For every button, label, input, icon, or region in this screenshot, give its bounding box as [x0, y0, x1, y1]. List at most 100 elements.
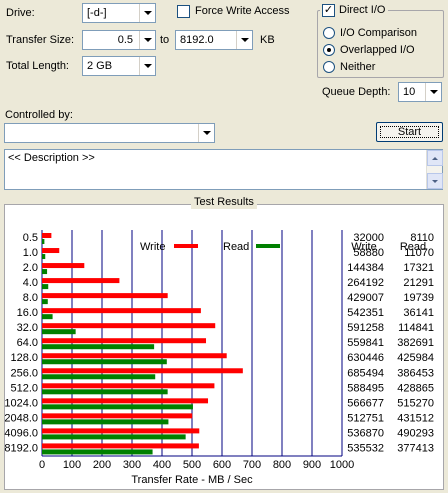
transfer-size-label: Transfer Size:: [6, 34, 75, 46]
chevron-down-icon[interactable]: [425, 83, 441, 101]
read-bar: [42, 404, 193, 410]
read-value: 11070: [404, 247, 434, 259]
write-value: 429007: [347, 292, 384, 304]
read-bar: [42, 389, 168, 395]
read-bar: [42, 329, 76, 335]
write-value: 512751: [347, 412, 384, 424]
legend-write-label: Write: [140, 241, 165, 253]
description-text: << Description >>: [8, 152, 95, 164]
read-value: 36141: [403, 307, 434, 319]
x-tick-label: 500: [183, 459, 201, 471]
direct-io-legend: [320, 2, 388, 18]
io-comparison-radio[interactable]: [323, 27, 335, 39]
total-length-label: Total Length:: [6, 60, 69, 72]
transfer-size-to-select[interactable]: 8192.0: [175, 30, 253, 50]
results-chart: 0.5 1.0 2.0 4.0 8.0 16.0 32.0 64.0 128.0 256.0 512…: [4, 230, 434, 486]
col-read-header: Read: [400, 241, 426, 253]
category-label: 128.0: [10, 352, 38, 364]
write-value: 559841: [347, 337, 384, 349]
start-button[interactable]: Start: [376, 122, 443, 142]
write-bar: [42, 323, 216, 329]
category-label: 1024.0: [4, 397, 38, 409]
read-bar: [42, 359, 167, 365]
drive-select[interactable]: [-d-]: [82, 3, 156, 23]
read-value: 382691: [397, 337, 434, 349]
write-value: 588495: [347, 382, 384, 394]
write-bar: [42, 353, 227, 359]
read-bar: [42, 284, 49, 290]
read-bar: [42, 254, 46, 260]
read-value: 490293: [397, 427, 434, 439]
category-label: 8192.0: [4, 442, 38, 454]
focus-ring: [380, 126, 439, 138]
write-value: 264192: [347, 277, 384, 289]
neither-radio[interactable]: [323, 61, 335, 73]
read-value: 17321: [403, 262, 434, 274]
direct-io-label[interactable]: Direct I/O: [339, 4, 386, 16]
scroll-down-icon[interactable]: [427, 173, 443, 189]
value-columns: 32000 8110 58880 11070 144384 17321 264192 2129…: [347, 232, 434, 454]
write-bar: [42, 398, 209, 404]
read-bar: [42, 269, 48, 275]
drive-label: Drive:: [6, 7, 35, 19]
legend-read-swatch: [256, 244, 280, 248]
category-label: 512.0: [10, 382, 38, 394]
read-bar: [42, 239, 45, 244]
description-scrollbar[interactable]: [426, 150, 443, 189]
category-label: 32.0: [17, 322, 38, 334]
overlapped-io-radio[interactable]: [323, 44, 335, 56]
read-bar: [42, 374, 156, 380]
start-button-label: Start: [397, 126, 422, 138]
description-textarea[interactable]: << Description >>: [4, 149, 443, 190]
x-tick-label: 0: [39, 459, 45, 471]
x-tick-label: 300: [123, 459, 141, 471]
write-value: 542351: [347, 307, 384, 319]
chevron-down-icon[interactable]: [198, 124, 214, 142]
category-label: 256.0: [10, 367, 38, 379]
controlled-by-select[interactable]: [4, 123, 215, 143]
queue-depth-label: Queue Depth:: [322, 86, 391, 98]
category-label: 8.0: [23, 292, 38, 304]
read-bar: [42, 344, 155, 350]
results-title: Test Results: [191, 196, 257, 209]
write-bar: [42, 248, 60, 254]
read-bar: [42, 299, 48, 305]
read-bar: [42, 419, 169, 425]
force-write-checkbox[interactable]: [177, 5, 190, 18]
write-value: 630446: [347, 352, 384, 364]
write-bar: [42, 233, 52, 238]
write-value: 144384: [347, 262, 384, 274]
controlled-by-label: Controlled by:: [5, 109, 73, 121]
unit-label: KB: [260, 34, 275, 46]
total-length-select[interactable]: 2 GB: [82, 56, 156, 76]
category-labels: 0.5 1.0 2.0 4.0 8.0 16.0 32.0 64.0 128.0 256.0 512…: [4, 232, 38, 454]
x-tick-label: 800: [273, 459, 291, 471]
transfer-size-from-select[interactable]: 0.5: [82, 30, 156, 50]
write-bar: [42, 338, 207, 344]
read-value: 377413: [397, 442, 434, 454]
read-value: 428865: [397, 382, 434, 394]
read-value: 386453: [397, 367, 434, 379]
neither-label[interactable]: Neither: [340, 61, 376, 73]
chevron-down-icon[interactable]: [139, 31, 155, 49]
io-comparison-label[interactable]: I/O Comparison: [340, 27, 418, 39]
x-tick-label: 600: [213, 459, 231, 471]
legend-write-swatch: [174, 244, 198, 248]
write-bar: [42, 383, 215, 389]
overlapped-io-label[interactable]: Overlapped I/O: [340, 44, 415, 56]
force-write-label[interactable]: Force Write Access: [195, 5, 290, 17]
chevron-down-icon[interactable]: [139, 4, 155, 22]
read-value: 8110: [410, 232, 434, 244]
queue-depth-select[interactable]: 10: [398, 82, 442, 102]
write-bar: [42, 428, 200, 434]
write-value: 32000: [353, 232, 384, 244]
write-bar: [42, 413, 193, 419]
x-tick-labels: 0 100 200 300 400 500 600 700 800 900 1000: [39, 459, 354, 471]
chevron-down-icon[interactable]: [139, 57, 155, 75]
chevron-down-icon[interactable]: [236, 31, 252, 49]
direct-io-checkbox[interactable]: ✓: [322, 4, 335, 17]
scroll-up-icon[interactable]: [427, 150, 443, 166]
write-value: 685494: [347, 367, 384, 379]
transfer-size-to-value: 8192.0: [180, 34, 214, 46]
write-value: 536870: [347, 427, 384, 439]
